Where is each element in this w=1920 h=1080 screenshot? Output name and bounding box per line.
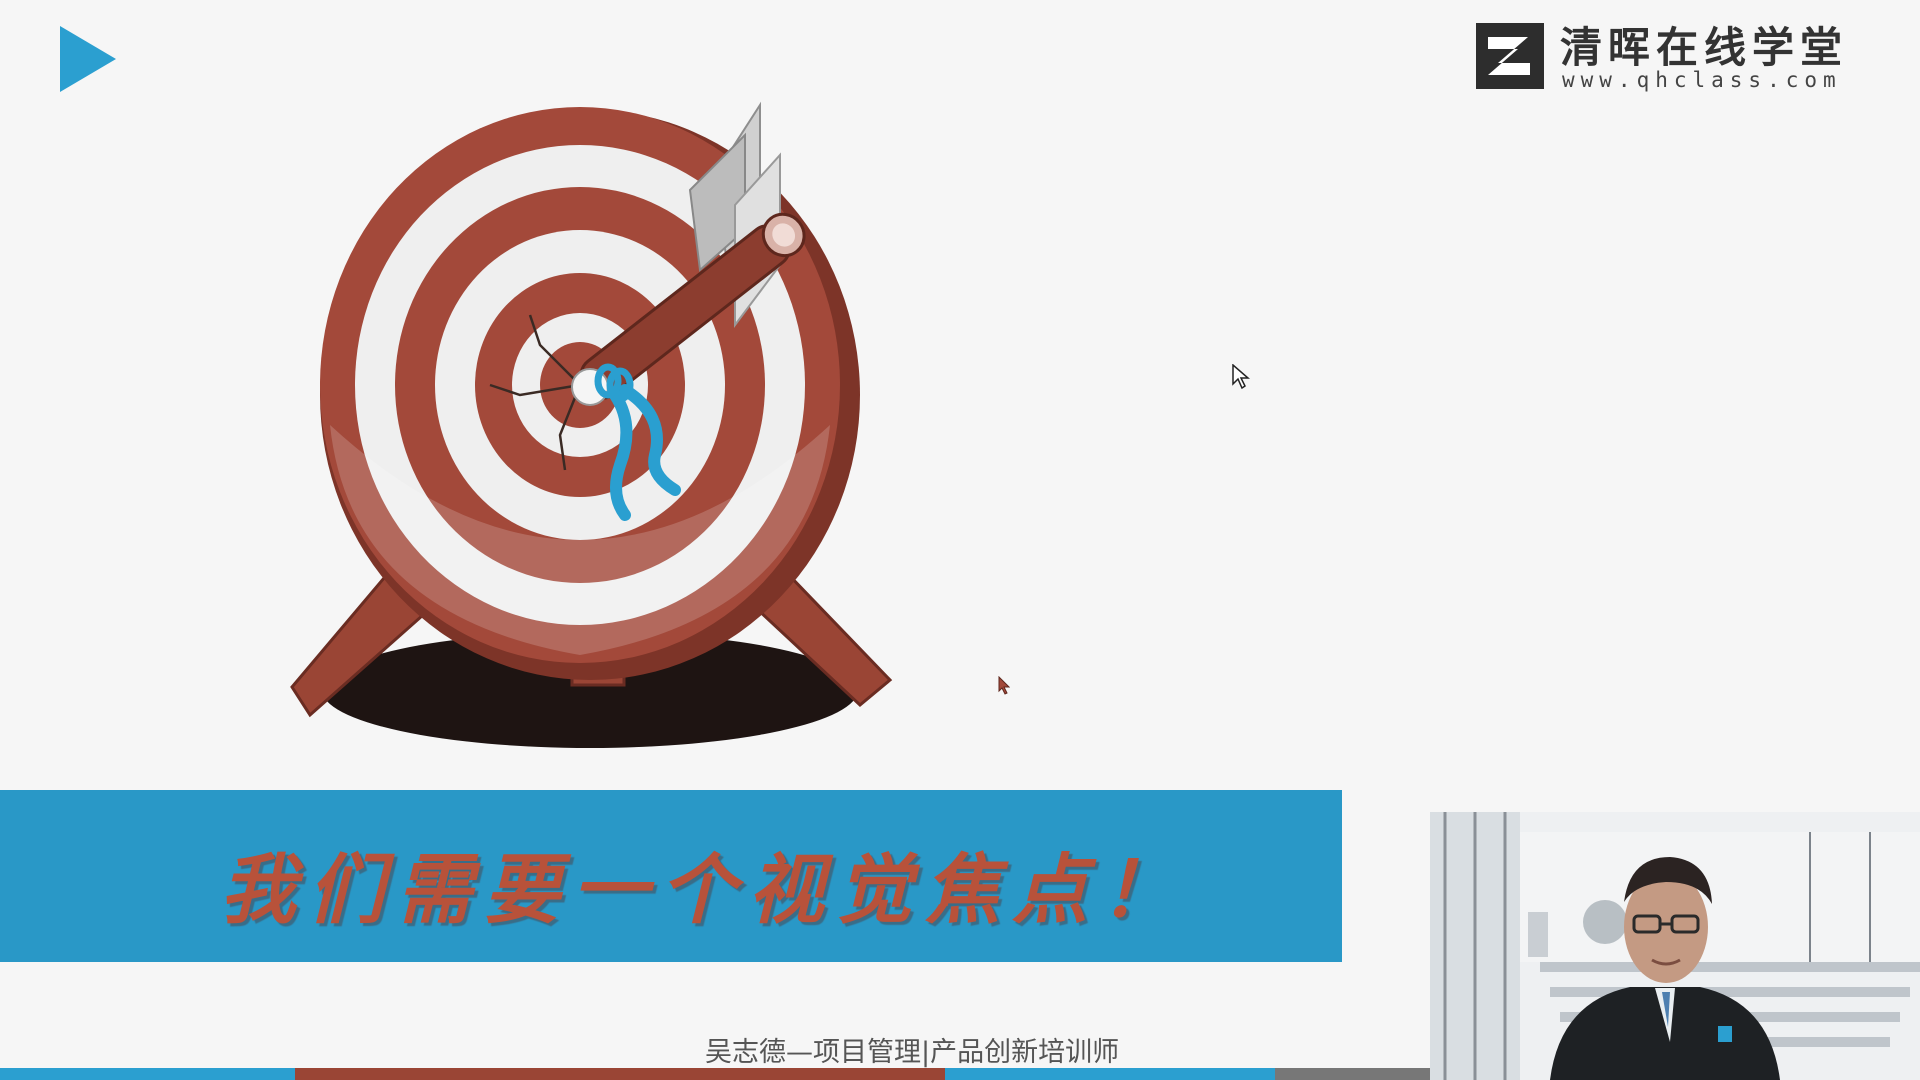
brand-logo: 清晖在线学堂 www.qhclass.com (1476, 20, 1896, 95)
mouse-cursor-icon (1232, 364, 1250, 390)
brand-name: 清晖在线学堂 (1560, 23, 1849, 72)
bottom-progress-strip (0, 1068, 1430, 1080)
headline-text: 我们需要一个视觉焦点！ (220, 845, 1188, 934)
laser-pointer-icon (998, 676, 1010, 695)
qh-logo-icon (1476, 23, 1544, 89)
brand-url: www.qhclass.com (1562, 68, 1842, 92)
presenter-caption: 吴志德—项目管理|产品创新培训师 (705, 1037, 1120, 1068)
archery-target-illustration (290, 101, 893, 748)
presenter-webcam-video (1430, 812, 1920, 1080)
headline-banner: 我们需要一个视觉焦点！ (0, 790, 1342, 962)
play-icon[interactable] (58, 24, 118, 94)
